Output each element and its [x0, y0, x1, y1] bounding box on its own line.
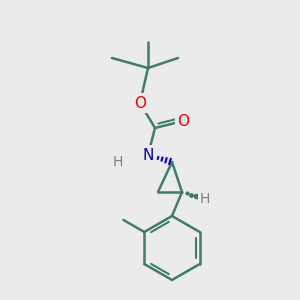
Text: O: O: [134, 95, 146, 110]
Text: O: O: [177, 113, 189, 128]
Text: N: N: [142, 148, 154, 163]
Text: H: H: [200, 192, 210, 206]
Text: H: H: [113, 155, 123, 169]
